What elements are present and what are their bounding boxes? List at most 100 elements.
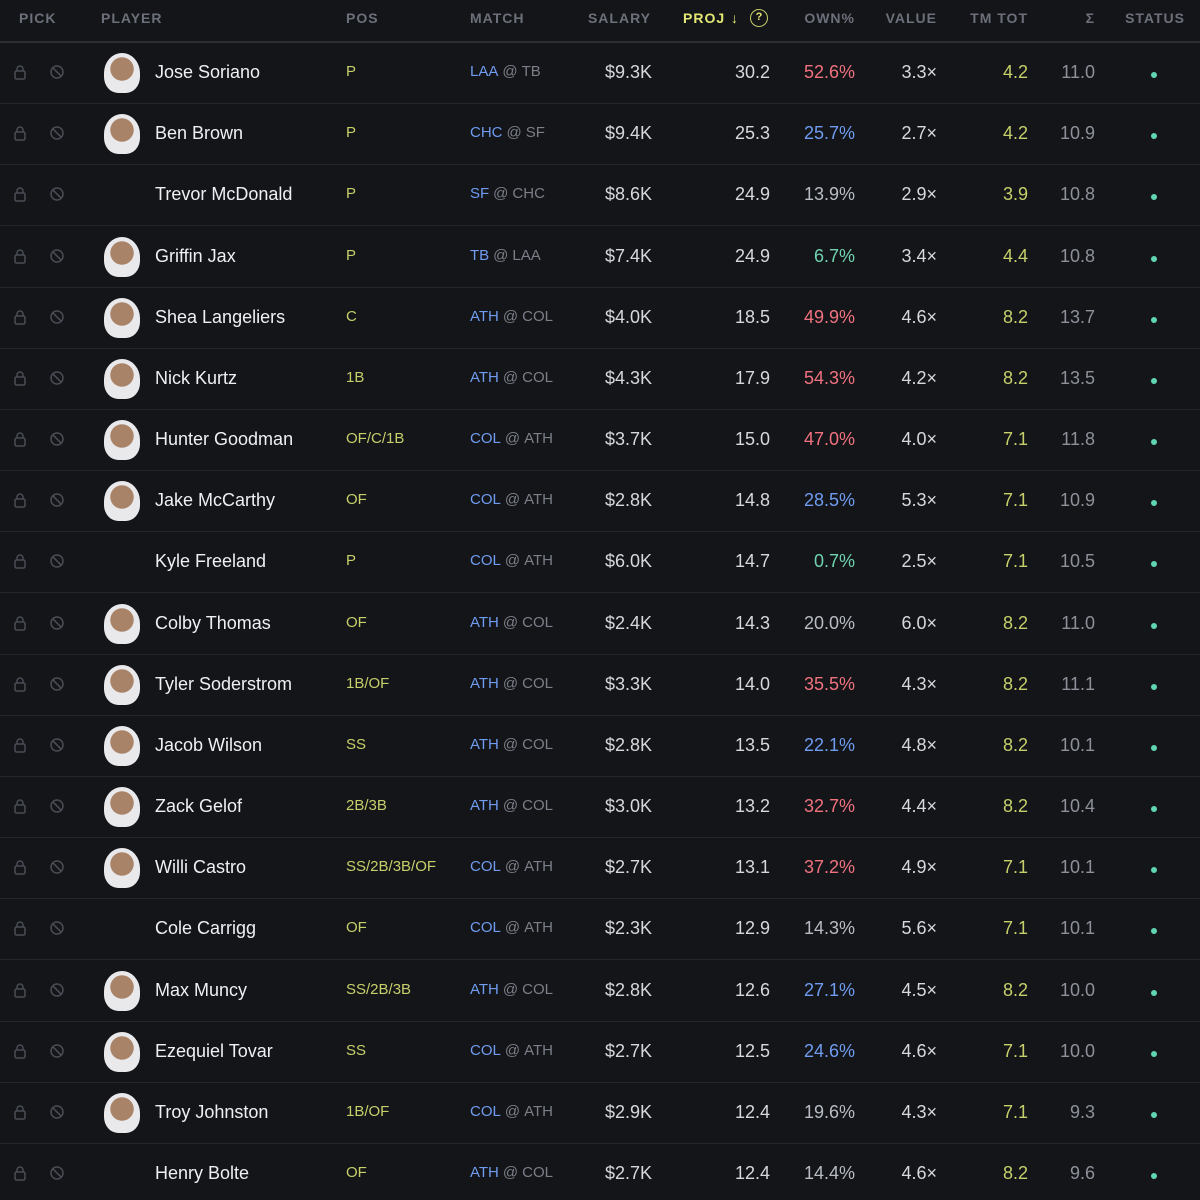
exclude-button[interactable] xyxy=(49,859,65,881)
player-row[interactable]: Trevor McDonald P SF @ CHC $8.6K 24.9 13.9% 2.9×… xyxy=(0,164,1200,227)
player-name[interactable]: Ezequiel Tovar xyxy=(155,1040,273,1061)
player-name[interactable]: Jake McCarthy xyxy=(155,490,276,511)
sort-arrow[interactable]: ↓ xyxy=(731,10,739,26)
header-sigma[interactable]: Σ xyxy=(1085,10,1095,26)
player-name[interactable]: Nick Kurtz xyxy=(155,367,238,388)
header-player[interactable]: PLAYER xyxy=(101,10,163,26)
exclude-button[interactable] xyxy=(49,186,65,208)
player-row[interactable]: Zack Gelof 2B/3B ATH @ COL $3.0K 13.2 32.7% 4.4×… xyxy=(0,776,1200,839)
lock-button[interactable] xyxy=(13,676,27,698)
match: COL @ ATH xyxy=(470,1102,553,1122)
exclude-button[interactable] xyxy=(49,737,65,759)
team-total: 7.1 xyxy=(1002,1040,1028,1061)
player-name[interactable]: Hunter Goodman xyxy=(155,429,294,450)
player-row[interactable]: Henry Bolte OF ATH @ COL $2.7K 12.4 14.4% 4.6× 8.… xyxy=(0,1143,1200,1200)
ownership: 49.9% xyxy=(803,306,855,327)
exclude-button[interactable] xyxy=(49,370,65,392)
player-row[interactable]: Shea Langeliers C ATH @ COL $4.0K 18.5 49.9% 4.6… xyxy=(0,287,1200,349)
player-row[interactable]: Jacob Wilson SS ATH @ COL $2.8K 13.5 22.1% 4.8× 8… xyxy=(0,715,1200,777)
team-total: 7.1 xyxy=(1002,429,1028,450)
lock-button[interactable] xyxy=(13,309,27,331)
player-name[interactable]: Ben Brown xyxy=(155,123,244,144)
exclude-button[interactable] xyxy=(49,676,65,698)
exclude-button[interactable] xyxy=(49,920,65,942)
exclude-button[interactable] xyxy=(49,431,65,453)
at-sign: @ xyxy=(504,1102,521,1120)
player-row[interactable]: Cole Carrigg OF COL @ ATH $2.3K 12.9 14.3% 5.6× 7… xyxy=(0,898,1200,961)
player-row[interactable]: Willi Castro SS/2B/3B/OF COL @ ATH $2.7K 13.1 3… xyxy=(0,837,1200,900)
header-tm-tot[interactable]: TM TOT xyxy=(970,10,1028,26)
lock-button[interactable] xyxy=(13,982,27,1004)
exclude-button[interactable] xyxy=(49,1104,65,1126)
player-row[interactable]: Griffin Jax P TB @ LAA $7.4K 24.9 6.7% 3.4× 4.4 10… xyxy=(0,226,1200,288)
header-value[interactable]: VALUE xyxy=(885,10,937,26)
projection: 12.9 xyxy=(734,918,770,939)
lock-button[interactable] xyxy=(13,1165,27,1187)
lock-button[interactable] xyxy=(13,798,27,820)
lock-button[interactable] xyxy=(13,492,27,514)
header-proj[interactable]: PROJ xyxy=(683,10,726,26)
lock-button[interactable] xyxy=(13,186,27,208)
lock-button[interactable] xyxy=(13,1104,27,1126)
player-name[interactable]: Colby Thomas xyxy=(155,612,271,633)
player-row[interactable]: Hunter Goodman OF/C/1B COL @ ATH $3.7K 15.0 47.… xyxy=(0,409,1200,472)
lock-button[interactable] xyxy=(13,248,27,270)
header-status[interactable]: STATUS xyxy=(1125,10,1185,26)
lock-button[interactable] xyxy=(13,125,27,147)
header-match[interactable]: MATCH xyxy=(470,10,525,26)
player-row[interactable]: Jake McCarthy OF COL @ ATH $2.8K 14.8 28.5% 5.3×… xyxy=(0,470,1200,533)
player-name[interactable]: Tyler Soderstrom xyxy=(155,673,293,694)
lock-button[interactable] xyxy=(13,859,27,881)
exclude-button[interactable] xyxy=(49,798,65,820)
player-name[interactable]: Jacob Wilson xyxy=(155,734,263,755)
player-row[interactable]: Tyler Soderstrom 1B/OF ATH @ COL $3.3K 14.0 35.… xyxy=(0,654,1200,716)
exclude-button[interactable] xyxy=(49,309,65,331)
player-name[interactable]: Trevor McDonald xyxy=(155,184,293,205)
player-name[interactable]: Willi Castro xyxy=(155,857,247,878)
salary: $2.7K xyxy=(604,1163,652,1184)
player-name[interactable]: Henry Bolte xyxy=(155,1163,250,1184)
player-row[interactable]: Kyle Freeland P COL @ ATH $6.0K 14.7 0.7% 2.5× 7.… xyxy=(0,531,1200,594)
position: P xyxy=(346,185,357,203)
exclude-button[interactable] xyxy=(49,64,65,86)
player-row[interactable]: Troy Johnston 1B/OF COL @ ATH $2.9K 12.4 19.6% 4… xyxy=(0,1082,1200,1144)
header-salary[interactable]: SALARY xyxy=(587,10,651,26)
player-name[interactable]: Griffin Jax xyxy=(155,245,236,266)
exclude-button[interactable] xyxy=(49,1043,65,1065)
header-own[interactable]: OWN% xyxy=(804,10,855,26)
player-name[interactable]: Zack Gelof xyxy=(155,796,243,817)
exclude-button[interactable] xyxy=(49,553,65,575)
lock-button[interactable] xyxy=(13,370,27,392)
player-row[interactable]: Max Muncy SS/2B/3B ATH @ COL $2.8K 12.6 27.1% 4.… xyxy=(0,960,1200,1022)
team: CHC xyxy=(470,124,503,142)
player-photo xyxy=(104,603,140,644)
player-row[interactable]: Ben Brown P CHC @ SF $9.4K 25.3 25.7% 2.7× 4.2 10.… xyxy=(0,103,1200,166)
lock-button[interactable] xyxy=(13,920,27,942)
opponent: COL xyxy=(522,368,553,386)
player-row[interactable]: Ezequiel Tovar SS COL @ ATH $2.7K 12.5 24.6% 4.6… xyxy=(0,1021,1200,1083)
ownership: 22.1% xyxy=(803,734,855,755)
exclude-button[interactable] xyxy=(49,982,65,1004)
lock-button[interactable] xyxy=(13,615,27,637)
exclude-button[interactable] xyxy=(49,248,65,270)
player-name[interactable]: Cole Carrigg xyxy=(155,918,257,939)
lock-button[interactable] xyxy=(13,553,27,575)
exclude-button[interactable] xyxy=(49,1165,65,1187)
player-row[interactable]: Colby Thomas OF ATH @ COL $2.4K 14.3 20.0% 6.0× 8… xyxy=(0,593,1200,655)
exclude-button[interactable] xyxy=(49,492,65,514)
lock-button[interactable] xyxy=(13,1043,27,1065)
player-name[interactable]: Jose Soriano xyxy=(155,62,261,82)
player-row[interactable]: Nick Kurtz 1B ATH @ COL $4.3K 17.9 54.3% 4.2× 8.2… xyxy=(0,348,1200,410)
lock-button[interactable] xyxy=(13,737,27,759)
lock-button[interactable] xyxy=(13,431,27,453)
help-icon[interactable]: ? xyxy=(750,9,768,27)
player-name[interactable]: Troy Johnston xyxy=(155,1101,269,1122)
lock-button[interactable] xyxy=(13,64,27,86)
exclude-button[interactable] xyxy=(49,615,65,637)
player-row[interactable]: Jose Soriano P LAA @ TB $9.3K 30.2 52.6% 3.3× 4.2… xyxy=(0,42,1200,104)
player-name[interactable]: Shea Langeliers xyxy=(155,306,286,327)
header-pos[interactable]: POS xyxy=(346,10,379,26)
player-name[interactable]: Kyle Freeland xyxy=(155,551,267,572)
exclude-button[interactable] xyxy=(49,125,65,147)
player-name[interactable]: Max Muncy xyxy=(155,979,248,1000)
